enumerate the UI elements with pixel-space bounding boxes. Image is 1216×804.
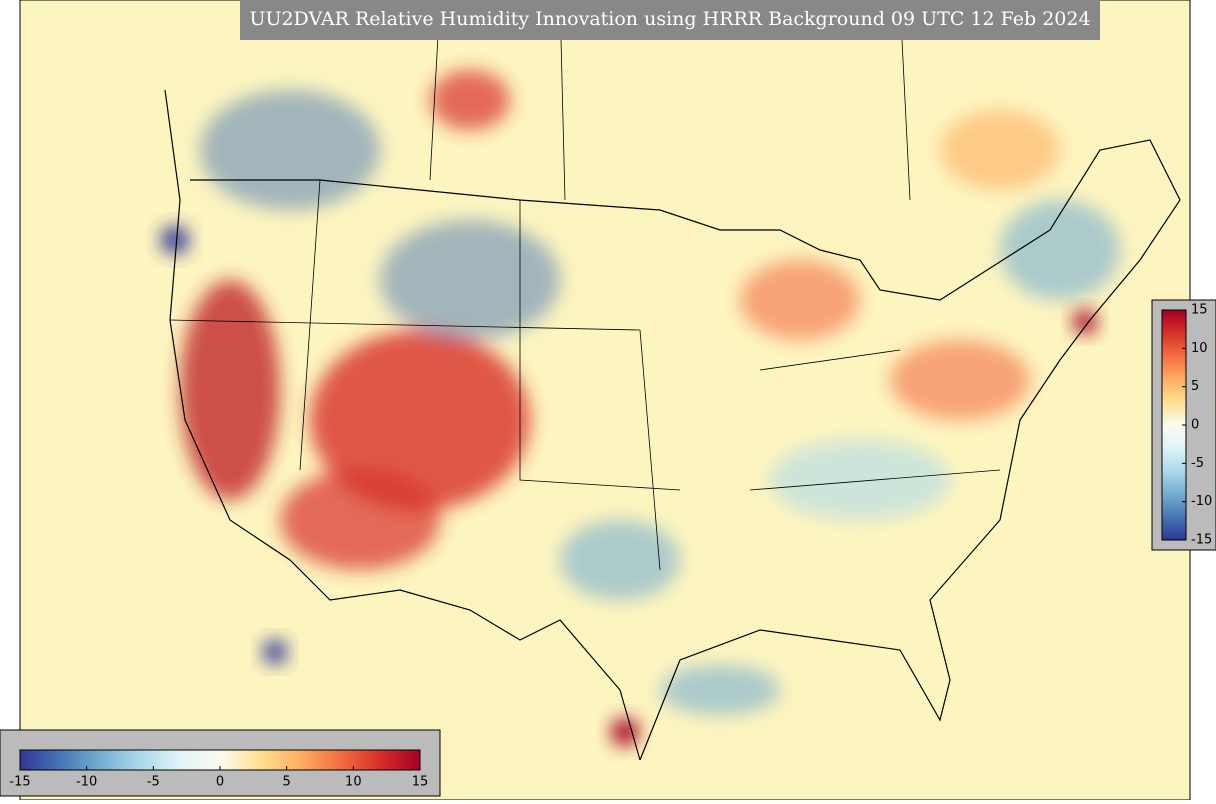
- colorbar-tick-label: 0: [1191, 418, 1199, 433]
- colorbar-tick-label: -15: [9, 775, 30, 790]
- colorbar-tick-label: -10: [76, 775, 97, 790]
- colorbar-tick-label: 5: [1191, 379, 1199, 394]
- colorbar-tick-label: 10: [1191, 341, 1208, 356]
- colorbar-tick-label: 0: [216, 775, 224, 790]
- colorbar-tick-label: 5: [283, 775, 291, 790]
- colorbar-tick-label: 10: [345, 775, 362, 790]
- colorbar-tick-label: -5: [147, 775, 160, 790]
- colorbar-tick-label: -10: [1191, 494, 1212, 509]
- map-field: [19, 0, 1191, 801]
- map-title: UU2DVAR Relative Humidity Innovation usi…: [249, 8, 1090, 30]
- colorbar-tick-label: -5: [1191, 456, 1204, 471]
- title-box: [240, 0, 1100, 40]
- colorbar-tick-label: -15: [1191, 533, 1212, 548]
- colorbar-tick-label: 15: [1191, 303, 1208, 318]
- colorbar-tick-label: 15: [412, 775, 429, 790]
